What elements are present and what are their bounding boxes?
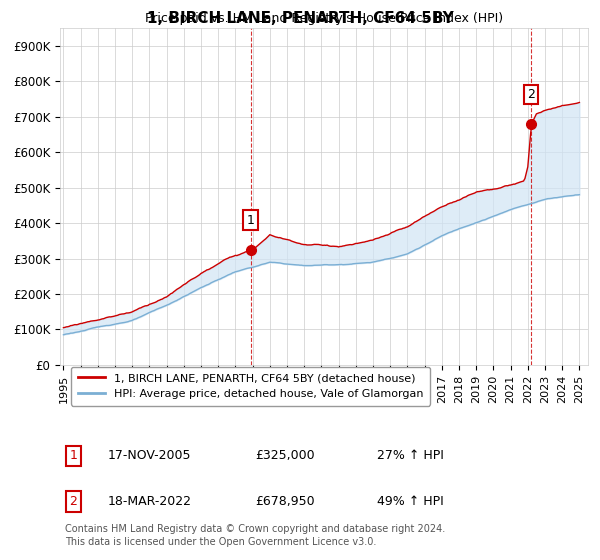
Text: 2: 2: [69, 495, 77, 508]
Legend: 1, BIRCH LANE, PENARTH, CF64 5BY (detached house), HPI: Average price, detached : 1, BIRCH LANE, PENARTH, CF64 5BY (detach…: [71, 367, 430, 405]
Text: Contains HM Land Registry data © Crown copyright and database right 2024.
This d: Contains HM Land Registry data © Crown c…: [65, 524, 446, 547]
Text: 18-MAR-2022: 18-MAR-2022: [107, 495, 191, 508]
Text: 1, BIRCH LANE, PENARTH, CF64 5BY: 1, BIRCH LANE, PENARTH, CF64 5BY: [146, 11, 454, 26]
Title: Price paid vs. HM Land Registry's House Price Index (HPI): Price paid vs. HM Land Registry's House …: [145, 12, 503, 25]
Text: 27% ↑ HPI: 27% ↑ HPI: [377, 449, 443, 463]
Text: 2: 2: [527, 88, 535, 101]
Text: £325,000: £325,000: [256, 449, 315, 463]
Text: 17-NOV-2005: 17-NOV-2005: [107, 449, 191, 463]
Text: 49% ↑ HPI: 49% ↑ HPI: [377, 495, 443, 508]
Text: 1: 1: [69, 449, 77, 463]
Text: 1: 1: [247, 213, 254, 227]
Text: £678,950: £678,950: [256, 495, 315, 508]
